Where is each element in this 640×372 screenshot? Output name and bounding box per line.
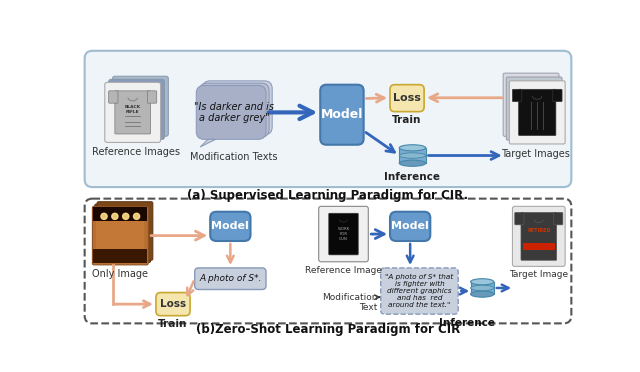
FancyBboxPatch shape bbox=[113, 76, 168, 136]
Text: Model: Model bbox=[391, 221, 429, 231]
FancyBboxPatch shape bbox=[513, 89, 522, 102]
Bar bbox=[93, 250, 147, 263]
FancyBboxPatch shape bbox=[84, 51, 572, 187]
Text: Target Image: Target Image bbox=[509, 270, 568, 279]
FancyBboxPatch shape bbox=[92, 206, 148, 265]
FancyBboxPatch shape bbox=[390, 212, 430, 241]
Text: (b)Zero-Shot Learning Paradigm for CIR: (b)Zero-Shot Learning Paradigm for CIR bbox=[196, 323, 460, 336]
Text: Model: Model bbox=[321, 108, 363, 121]
Bar bbox=[399, 148, 426, 163]
Circle shape bbox=[112, 213, 118, 219]
Text: Model: Model bbox=[211, 221, 249, 231]
FancyBboxPatch shape bbox=[521, 212, 557, 260]
Text: Modification
Text: Modification Text bbox=[322, 293, 378, 312]
Text: "Is darker and is
a darker grey": "Is darker and is a darker grey" bbox=[194, 102, 274, 123]
Ellipse shape bbox=[399, 153, 426, 158]
FancyBboxPatch shape bbox=[196, 86, 266, 140]
Circle shape bbox=[134, 213, 140, 219]
FancyBboxPatch shape bbox=[95, 204, 150, 263]
FancyBboxPatch shape bbox=[390, 85, 424, 112]
Text: WORK
FOR
GUN: WORK FOR GUN bbox=[337, 227, 349, 241]
Bar bbox=[93, 207, 147, 264]
Text: Modification Texts: Modification Texts bbox=[191, 152, 278, 162]
FancyBboxPatch shape bbox=[513, 206, 565, 266]
FancyBboxPatch shape bbox=[105, 82, 161, 142]
FancyBboxPatch shape bbox=[554, 212, 563, 225]
Ellipse shape bbox=[470, 279, 494, 285]
FancyBboxPatch shape bbox=[503, 73, 559, 136]
Polygon shape bbox=[200, 140, 216, 147]
Text: "A photo of S* that
is fighter with
different graphics
and has  red
around the t: "A photo of S* that is fighter with diff… bbox=[385, 274, 454, 308]
Ellipse shape bbox=[399, 145, 426, 151]
Text: Loss: Loss bbox=[160, 299, 186, 309]
Text: RETIRED: RETIRED bbox=[527, 228, 550, 233]
Text: Reference Image: Reference Image bbox=[305, 266, 382, 275]
Circle shape bbox=[101, 213, 107, 219]
Text: BLACK
RIFLE: BLACK RIFLE bbox=[125, 105, 141, 113]
FancyBboxPatch shape bbox=[320, 85, 364, 145]
FancyBboxPatch shape bbox=[109, 79, 164, 140]
Text: Target Images: Target Images bbox=[501, 148, 570, 158]
FancyBboxPatch shape bbox=[199, 83, 269, 137]
Text: Inference: Inference bbox=[440, 318, 495, 328]
FancyBboxPatch shape bbox=[329, 213, 358, 255]
FancyBboxPatch shape bbox=[553, 89, 562, 102]
FancyBboxPatch shape bbox=[109, 91, 118, 103]
Bar bbox=[522, 243, 555, 250]
Bar bbox=[93, 207, 147, 221]
FancyBboxPatch shape bbox=[515, 212, 524, 225]
Text: Inference: Inference bbox=[385, 173, 440, 182]
FancyBboxPatch shape bbox=[202, 81, 272, 135]
Ellipse shape bbox=[470, 285, 494, 291]
FancyBboxPatch shape bbox=[506, 77, 562, 140]
Ellipse shape bbox=[470, 291, 494, 297]
Text: Train: Train bbox=[392, 115, 422, 125]
FancyBboxPatch shape bbox=[210, 212, 250, 241]
Text: Reference Images: Reference Images bbox=[92, 147, 180, 157]
FancyBboxPatch shape bbox=[509, 81, 565, 144]
FancyBboxPatch shape bbox=[115, 91, 150, 134]
FancyBboxPatch shape bbox=[381, 268, 458, 314]
Text: Loss: Loss bbox=[393, 93, 421, 103]
FancyBboxPatch shape bbox=[156, 293, 190, 316]
FancyBboxPatch shape bbox=[195, 268, 266, 289]
FancyBboxPatch shape bbox=[84, 199, 572, 323]
Bar bbox=[470, 282, 494, 294]
Text: (a) Supervised Learning Paradigm for CIR.: (a) Supervised Learning Paradigm for CIR… bbox=[188, 189, 468, 202]
Circle shape bbox=[123, 213, 129, 219]
FancyBboxPatch shape bbox=[147, 91, 157, 103]
Text: Only Image: Only Image bbox=[92, 269, 148, 279]
FancyBboxPatch shape bbox=[518, 89, 556, 135]
Ellipse shape bbox=[399, 160, 426, 166]
Text: A photo of S*.: A photo of S*. bbox=[199, 274, 262, 283]
FancyBboxPatch shape bbox=[97, 202, 153, 260]
Bar bbox=[96, 221, 145, 250]
FancyBboxPatch shape bbox=[319, 206, 368, 262]
Text: Train: Train bbox=[158, 319, 188, 329]
